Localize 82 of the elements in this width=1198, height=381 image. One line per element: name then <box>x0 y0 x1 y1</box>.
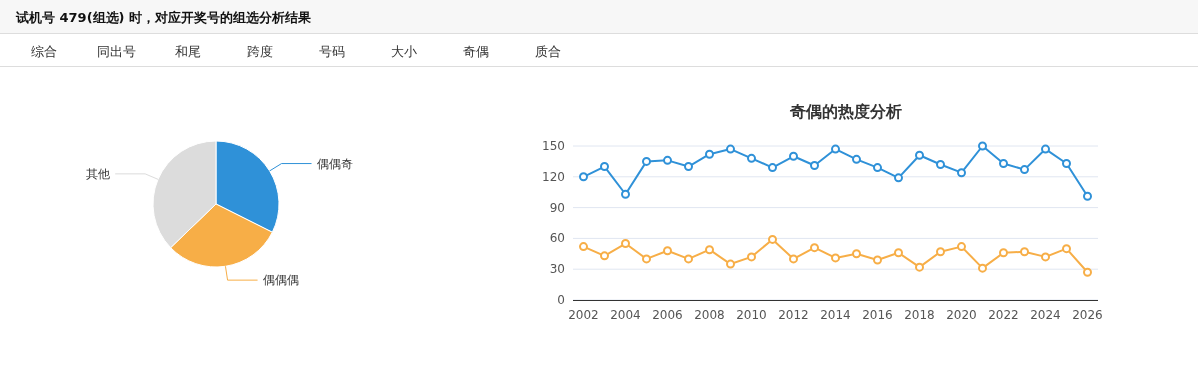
point <box>600 162 609 172</box>
point <box>705 149 714 159</box>
point <box>1062 158 1071 168</box>
point <box>579 242 588 252</box>
text: 和尾 <box>175 44 201 59</box>
point <box>894 248 903 258</box>
point <box>768 163 777 173</box>
x-tick-label: 2006 <box>652 308 683 322</box>
point <box>999 158 1008 168</box>
point <box>684 254 693 264</box>
text: 试机号 479(组选) 时，对应开奖号的组选分析结果 <box>15 10 313 25</box>
text: 大小 <box>391 44 417 59</box>
point <box>1020 165 1029 175</box>
point <box>873 163 882 173</box>
x-tick-label: 2014 <box>820 308 851 322</box>
x-tick-label: 2020 <box>946 308 977 322</box>
point <box>915 150 924 160</box>
point <box>1020 247 1029 257</box>
x-tick-label: 2004 <box>610 308 641 322</box>
point <box>684 162 693 172</box>
y-tick-label: 30 <box>549 262 565 277</box>
point <box>726 144 735 154</box>
point <box>810 243 819 253</box>
point <box>600 251 609 261</box>
point <box>1062 244 1071 254</box>
point <box>894 173 903 183</box>
x-tick-label: 2026 <box>1072 308 1103 322</box>
x-tick-label: 2016 <box>862 308 893 322</box>
point <box>831 253 840 263</box>
point <box>957 168 966 178</box>
text: 奇偶 <box>463 44 489 59</box>
text: 跨度 <box>247 44 273 59</box>
point <box>705 245 714 255</box>
chart-title: 奇偶的热度分析 <box>788 102 902 121</box>
text: 同出号 <box>96 44 136 59</box>
x-tick-label: 2002 <box>568 308 599 322</box>
point <box>642 254 651 264</box>
point <box>1041 252 1050 262</box>
y-tick-label: 0 <box>557 293 565 307</box>
y-tick-label: 150 <box>542 139 565 153</box>
point <box>831 144 840 154</box>
point <box>978 263 987 273</box>
slice-label: 偶偶偶 <box>262 273 299 288</box>
point <box>726 259 735 269</box>
x-tick-label: 2010 <box>736 308 767 322</box>
point <box>621 239 630 249</box>
y-tick-label: 60 <box>549 231 565 246</box>
point <box>957 242 966 252</box>
point <box>663 246 672 256</box>
x-tick-label: 2018 <box>904 308 935 322</box>
point <box>915 262 924 272</box>
point <box>768 234 777 244</box>
point <box>936 247 945 257</box>
x-tick-label: 2012 <box>778 308 809 322</box>
point <box>852 154 861 164</box>
y-tick-label: 90 <box>549 200 565 215</box>
point <box>747 252 756 262</box>
point <box>642 156 651 166</box>
x-tick-label: 2024 <box>1030 308 1061 322</box>
slice-label: 其他 <box>86 166 111 181</box>
point <box>999 248 1008 258</box>
x-tick-label: 2022 <box>988 308 1019 322</box>
point <box>1083 267 1092 277</box>
point <box>936 159 945 169</box>
point <box>978 141 987 151</box>
point <box>663 155 672 165</box>
slice-label: 偶偶奇 <box>316 156 353 171</box>
text: 综合 <box>31 44 57 59</box>
point <box>873 255 882 265</box>
point <box>621 189 630 199</box>
point <box>579 172 588 182</box>
text: 质合 <box>535 44 561 59</box>
point <box>789 254 798 264</box>
text: 号码 <box>319 44 345 59</box>
point <box>789 151 798 161</box>
point <box>810 161 819 171</box>
point <box>1041 144 1050 154</box>
point <box>852 249 861 259</box>
x-tick-label: 2008 <box>694 308 725 322</box>
y-tick-label: 120 <box>542 169 565 184</box>
point <box>1083 191 1092 201</box>
point <box>747 153 756 163</box>
